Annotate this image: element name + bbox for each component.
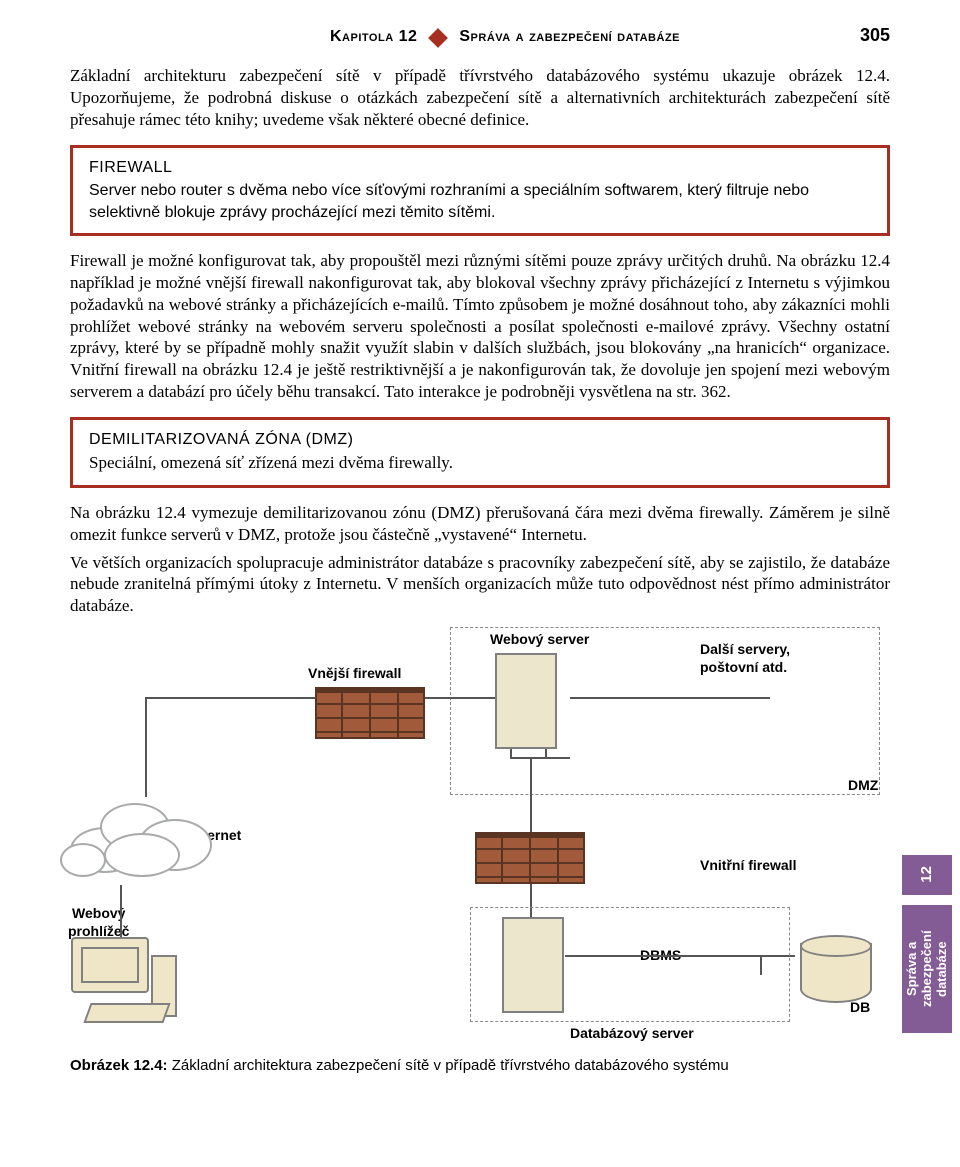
firewall-icon: [315, 687, 425, 739]
page-header: Kapitola 12 Správa a zabezpečení databáz…: [70, 24, 890, 47]
cloud-icon: [60, 793, 220, 885]
server-icon: [502, 917, 564, 1013]
label-dmz: DMZ: [848, 777, 878, 795]
definition: Speciální, omezená síť zřízená mezi dvěm…: [89, 452, 871, 475]
paragraph: Ve větších organizacích spolupracuje adm…: [70, 552, 890, 617]
definition-box-dmz: DEMILITARIZOVANÁ ZÓNA (DMZ) Speciální, o…: [70, 417, 890, 488]
firewall-icon: [475, 832, 585, 884]
paragraph: Na obrázku 12.4 vymezuje demilitarizovan…: [70, 502, 890, 546]
term: FIREWALL: [89, 158, 871, 178]
figure-label: Obrázek 12.4:: [70, 1057, 168, 1074]
label-inner-firewall: Vnitřní firewall: [700, 857, 796, 875]
chapter-label: Kapitola 12: [330, 27, 417, 47]
label-db-server: Databázový server: [570, 1025, 694, 1043]
side-tab-title: Správa a zabezpečení databáze: [902, 905, 952, 1033]
network-diagram: Vnější firewall Webový server Další serv…: [70, 627, 890, 1042]
server-icon: [495, 653, 557, 749]
definition: Server nebo router s dvěma nebo více síť…: [89, 180, 871, 223]
paragraph: Firewall je možné konfigurovat tak, aby …: [70, 250, 890, 402]
page-number: 305: [860, 24, 890, 47]
chapter-title: Správa a zabezpečení databáze: [459, 27, 680, 47]
definition-box-firewall: FIREWALL Server nebo router s dvěma nebo…: [70, 145, 890, 237]
label-other-servers: Další servery, poštovní atd.: [700, 641, 790, 677]
side-tab-number: 12: [902, 855, 952, 895]
figure-text: Základní architektura zabezpečení sítě v…: [168, 1057, 729, 1074]
paragraph: Základní architekturu zabezpečení sítě v…: [70, 65, 890, 130]
label-web-server: Webový server: [490, 631, 589, 649]
term: DEMILITARIZOVANÁ ZÓNA (DMZ): [89, 430, 871, 450]
label-outer-firewall: Vnější firewall: [308, 665, 401, 683]
diamond-icon: [428, 28, 448, 48]
database-icon: [800, 935, 872, 1003]
running-head: Kapitola 12 Správa a zabezpečení databáz…: [330, 27, 680, 47]
computer-icon: [65, 937, 175, 1032]
figure-caption: Obrázek 12.4: Základní architektura zabe…: [70, 1056, 890, 1075]
